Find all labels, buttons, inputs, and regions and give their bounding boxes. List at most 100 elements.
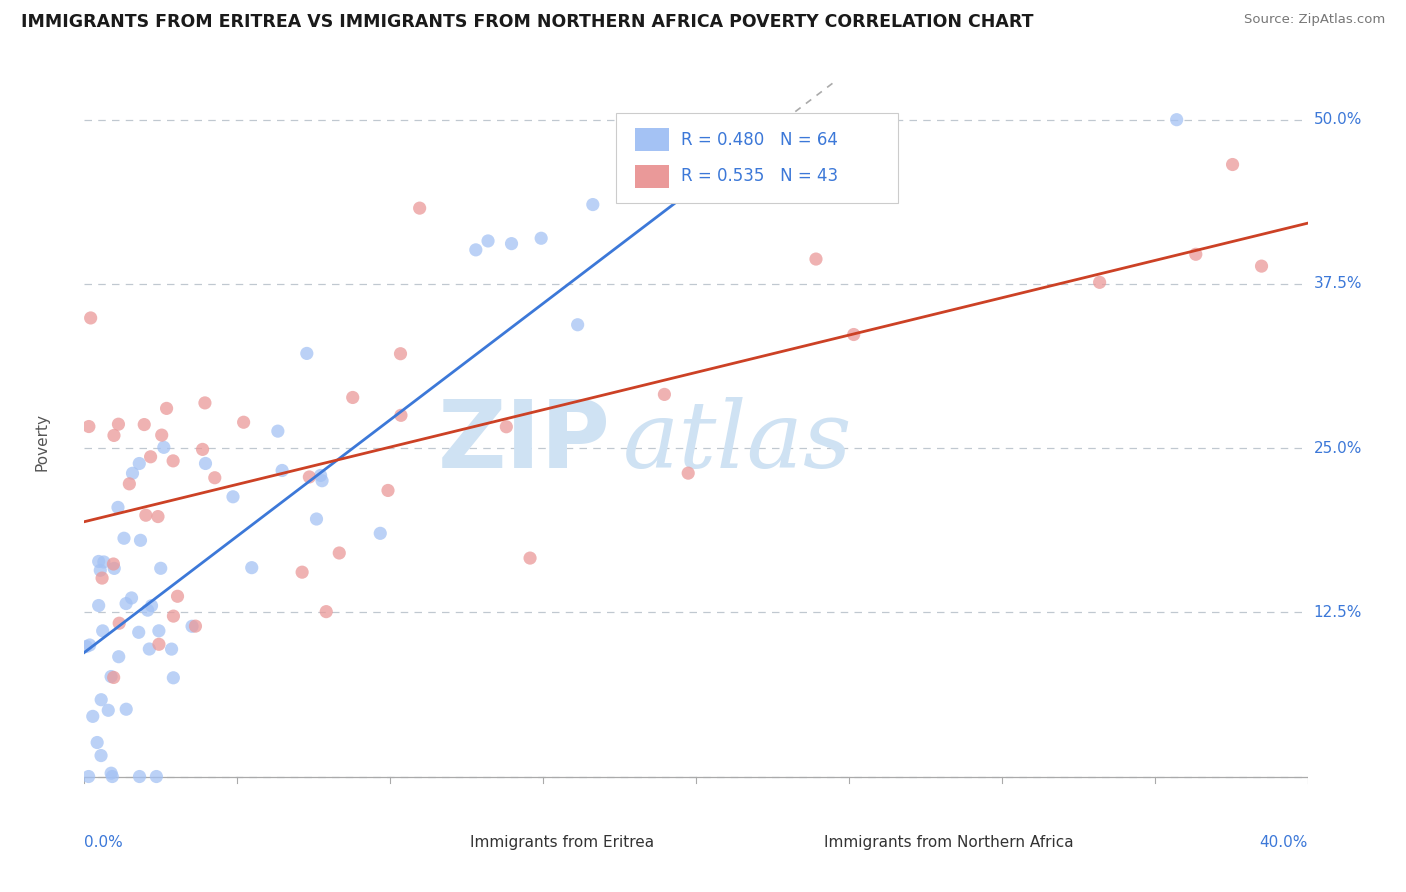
- Point: [79, 310, 101, 325]
- Point: [1250, 259, 1272, 273]
- Point: [75, 640, 97, 654]
- Point: [495, 419, 517, 434]
- Text: 40.0%: 40.0%: [1260, 835, 1308, 850]
- FancyBboxPatch shape: [616, 112, 898, 203]
- Point: [1222, 157, 1244, 171]
- Text: R = 0.480   N = 64: R = 0.480 N = 64: [682, 130, 838, 149]
- Point: [567, 318, 589, 332]
- Point: [89, 563, 111, 577]
- Point: [136, 603, 159, 617]
- Point: [271, 463, 294, 477]
- Point: [103, 428, 125, 442]
- Point: [1088, 276, 1111, 290]
- Point: [162, 609, 184, 624]
- Point: [103, 561, 125, 575]
- Point: [118, 476, 141, 491]
- Point: [408, 201, 430, 215]
- Point: [637, 133, 659, 147]
- Text: 37.5%: 37.5%: [1313, 277, 1362, 292]
- Point: [309, 468, 332, 483]
- Text: 50.0%: 50.0%: [1313, 112, 1362, 128]
- Text: Immigrants from Eritrea: Immigrants from Eritrea: [470, 835, 654, 850]
- Point: [107, 417, 129, 432]
- Point: [291, 565, 314, 579]
- Point: [804, 112, 827, 127]
- Text: 12.5%: 12.5%: [1313, 605, 1362, 620]
- Point: [368, 526, 391, 541]
- Point: [780, 112, 803, 127]
- Point: [128, 457, 150, 471]
- Text: Poverty: Poverty: [34, 412, 49, 471]
- Point: [148, 624, 170, 638]
- Point: [100, 669, 122, 683]
- Point: [842, 327, 865, 342]
- Point: [654, 387, 676, 401]
- Point: [519, 551, 541, 566]
- Point: [222, 490, 245, 504]
- FancyBboxPatch shape: [636, 165, 669, 188]
- Point: [97, 703, 120, 717]
- Point: [82, 709, 104, 723]
- Point: [162, 454, 184, 468]
- Point: [204, 471, 226, 485]
- Point: [91, 624, 114, 638]
- Text: Source: ZipAtlas.com: Source: ZipAtlas.com: [1244, 13, 1385, 27]
- Point: [87, 599, 110, 613]
- Point: [240, 560, 263, 574]
- Point: [79, 638, 101, 652]
- Point: [298, 470, 321, 484]
- Point: [101, 770, 124, 784]
- Point: [582, 197, 605, 211]
- Point: [138, 642, 160, 657]
- Point: [295, 346, 318, 360]
- Text: ZIP: ZIP: [437, 395, 610, 488]
- FancyBboxPatch shape: [439, 835, 456, 850]
- Point: [267, 424, 290, 438]
- Point: [93, 555, 115, 569]
- Point: [139, 450, 162, 464]
- Point: [103, 670, 125, 684]
- Text: Immigrants from Northern Africa: Immigrants from Northern Africa: [824, 835, 1074, 850]
- Point: [150, 428, 173, 442]
- Point: [155, 401, 177, 416]
- Point: [464, 243, 486, 257]
- Point: [91, 571, 114, 585]
- Text: R = 0.535   N = 43: R = 0.535 N = 43: [682, 167, 838, 186]
- Point: [194, 396, 217, 410]
- Point: [128, 625, 150, 640]
- Point: [1184, 247, 1206, 261]
- Point: [389, 347, 412, 361]
- Point: [311, 474, 333, 488]
- Point: [477, 234, 499, 248]
- Point: [389, 409, 412, 423]
- Point: [115, 597, 138, 611]
- Point: [141, 599, 163, 613]
- Point: [194, 457, 217, 471]
- Text: atlas: atlas: [623, 397, 852, 486]
- Point: [121, 467, 143, 481]
- Text: 0.0%: 0.0%: [84, 835, 124, 850]
- Point: [830, 112, 852, 127]
- Point: [77, 770, 100, 784]
- Point: [146, 509, 169, 524]
- Point: [232, 415, 254, 429]
- Point: [134, 417, 156, 432]
- Point: [90, 692, 112, 706]
- Text: IMMIGRANTS FROM ERITREA VS IMMIGRANTS FROM NORTHERN AFRICA POVERTY CORRELATION C: IMMIGRANTS FROM ERITREA VS IMMIGRANTS FR…: [21, 13, 1033, 31]
- Point: [129, 533, 152, 548]
- Point: [315, 605, 337, 619]
- Point: [166, 589, 188, 603]
- Point: [191, 442, 214, 457]
- Point: [77, 419, 100, 434]
- Point: [305, 512, 328, 526]
- FancyBboxPatch shape: [794, 835, 810, 850]
- Point: [682, 112, 704, 127]
- Point: [149, 561, 172, 575]
- Point: [128, 770, 150, 784]
- Point: [671, 112, 693, 127]
- Point: [148, 637, 170, 651]
- Point: [112, 531, 135, 545]
- Point: [115, 702, 138, 716]
- Point: [87, 554, 110, 568]
- Point: [377, 483, 399, 498]
